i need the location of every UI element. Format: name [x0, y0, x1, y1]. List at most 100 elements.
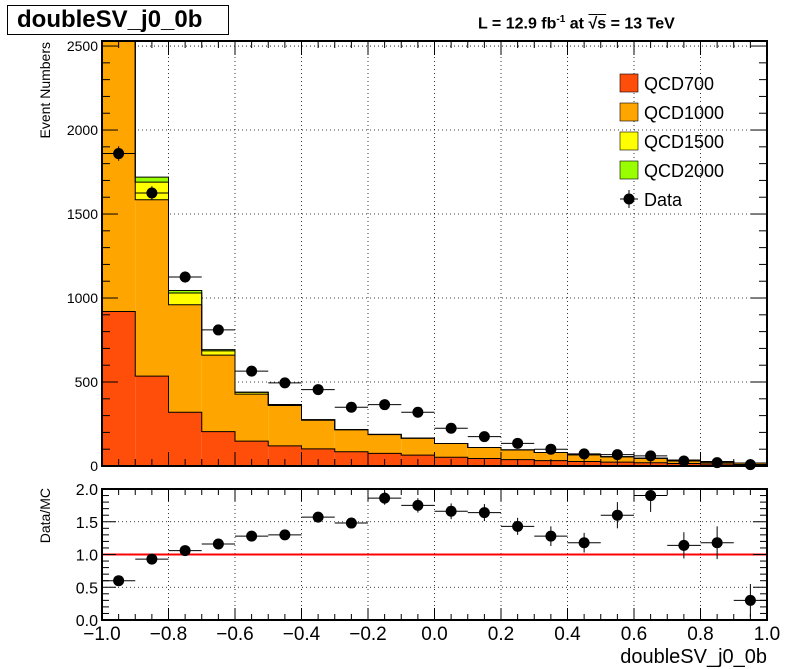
x-tick-label: 0.6: [621, 624, 647, 645]
bar-qcd1000: [135, 199, 169, 377]
legend-label: QCD2000: [644, 161, 724, 181]
x-tick-label: −0.6: [216, 624, 254, 645]
bar-qcd1500: [235, 392, 269, 395]
y-tick-label: 2000: [67, 122, 98, 138]
plot-title: doubleSV_j0_0b: [7, 5, 229, 35]
ratio-point: [744, 594, 756, 606]
sqrt-s-symbol: √s: [588, 15, 607, 33]
legend-label: QCD700: [644, 74, 714, 94]
bar-qcd1000: [235, 394, 269, 442]
bar-qcd1500: [168, 292, 202, 305]
data-point: [179, 271, 191, 283]
ratio-plot-frame: 0.0 0.5 1.0 1.5 2.0 −1.0 −0.8 −0.6 −0.4 −0.2 0.0 0.…: [76, 482, 780, 645]
bar-qcd700: [168, 412, 202, 466]
ratio-y-tick-label: 0.5: [76, 580, 98, 597]
data-point: [146, 187, 158, 199]
bar-qcd2000: [168, 290, 202, 293]
x-tick-label: −0.4: [283, 624, 321, 645]
ratio-point: [678, 539, 690, 551]
legend-data-marker: [623, 193, 635, 205]
data-point: [312, 384, 324, 396]
data-point: [611, 449, 623, 461]
data-point: [279, 377, 291, 389]
ratio-point: [179, 545, 191, 557]
y-tick-label: 500: [75, 374, 99, 390]
ratio-y-tick-label: 0.0: [76, 613, 98, 630]
data-point: [578, 448, 590, 460]
data-point: [412, 406, 424, 418]
legend-label: QCD1500: [644, 132, 724, 152]
bar-qcd1000: [334, 429, 368, 452]
x-tick-label: 0.0: [421, 624, 447, 645]
ratio-point: [445, 505, 457, 517]
ratio-y-tick-label: 2.0: [76, 482, 98, 499]
luminosity-label: L = 12.9 fb-1 at √s = 13 TeV: [478, 14, 675, 33]
data-point: [345, 401, 357, 413]
ratio-point: [312, 511, 324, 523]
legend: QCD700 QCD1000 QCD1500 QCD2000 Data: [619, 73, 724, 210]
legend-swatch: [619, 73, 639, 93]
main-data-points: [102, 146, 767, 471]
bar-qcd1000: [102, 41, 136, 312]
x-tick-label: −0.8: [150, 624, 188, 645]
x-axis-label: doubleSV_j0_0b: [620, 646, 767, 668]
ratio-point: [279, 529, 291, 541]
bar-qcd1000: [501, 449, 535, 460]
data-point: [645, 450, 657, 462]
bar-qcd700: [301, 448, 335, 466]
ratio-point: [146, 553, 158, 565]
bar-qcd1000: [168, 304, 202, 413]
bar-qcd1000: [268, 405, 302, 446]
y-tick-label: 1500: [67, 206, 98, 222]
y-tick-label: 0: [90, 458, 98, 474]
main-plot-frame: 0 500 1000 1500 2000 2500: [67, 38, 768, 474]
x-tick-label: 1.0: [754, 624, 780, 645]
ratio-point: [412, 499, 424, 511]
data-point: [212, 324, 224, 336]
data-point: [246, 365, 258, 377]
bar-qcd1000: [201, 355, 235, 432]
legend-label: QCD1000: [644, 103, 724, 123]
y-axis-label: Event Numbers: [37, 42, 53, 138]
data-point: [512, 437, 524, 449]
x-tick-label: −0.2: [349, 624, 387, 645]
bar-qcd1000: [534, 452, 568, 461]
x-tick-label: −1.0: [83, 624, 121, 645]
bar-qcd1500: [201, 350, 235, 356]
data-point: [545, 443, 557, 455]
ratio-point: [478, 507, 490, 519]
ratio-y-axis-label: Data/MC: [37, 488, 53, 543]
bar-qcd2000: [135, 177, 169, 183]
ratio-point: [113, 575, 125, 587]
ratio-y-tick-label: 1.5: [76, 515, 98, 532]
ratio-point: [545, 530, 557, 542]
y-tick-label: 2500: [67, 38, 98, 54]
x-tick-label: 0.2: [488, 624, 514, 645]
x-tick-label: 0.4: [554, 624, 581, 645]
legend-swatch: [619, 131, 639, 151]
legend-label: Data: [644, 190, 683, 210]
bar-qcd2000: [201, 349, 235, 351]
y-tick-label: 1000: [67, 290, 98, 306]
bar-qcd1000: [368, 434, 402, 454]
x-tick-label: 0.8: [687, 624, 713, 645]
ratio-point: [711, 537, 723, 549]
ratio-point: [379, 492, 391, 504]
ratio-y-tick-label: 1.0: [76, 548, 98, 565]
legend-swatch: [619, 102, 639, 122]
data-point: [445, 422, 457, 434]
ratio-point: [611, 509, 623, 521]
bar-qcd1000: [401, 438, 435, 456]
data-point: [478, 431, 490, 443]
data-point: [113, 148, 125, 160]
ratio-point: [345, 517, 357, 529]
bar-qcd1000: [467, 447, 501, 459]
data-point: [379, 399, 391, 411]
bar-qcd700: [334, 451, 368, 466]
bar-qcd1000: [301, 420, 335, 449]
ratio-point: [512, 520, 524, 532]
ratio-point: [578, 537, 590, 549]
bar-qcd1000: [434, 443, 468, 458]
bar-qcd700: [268, 445, 302, 466]
